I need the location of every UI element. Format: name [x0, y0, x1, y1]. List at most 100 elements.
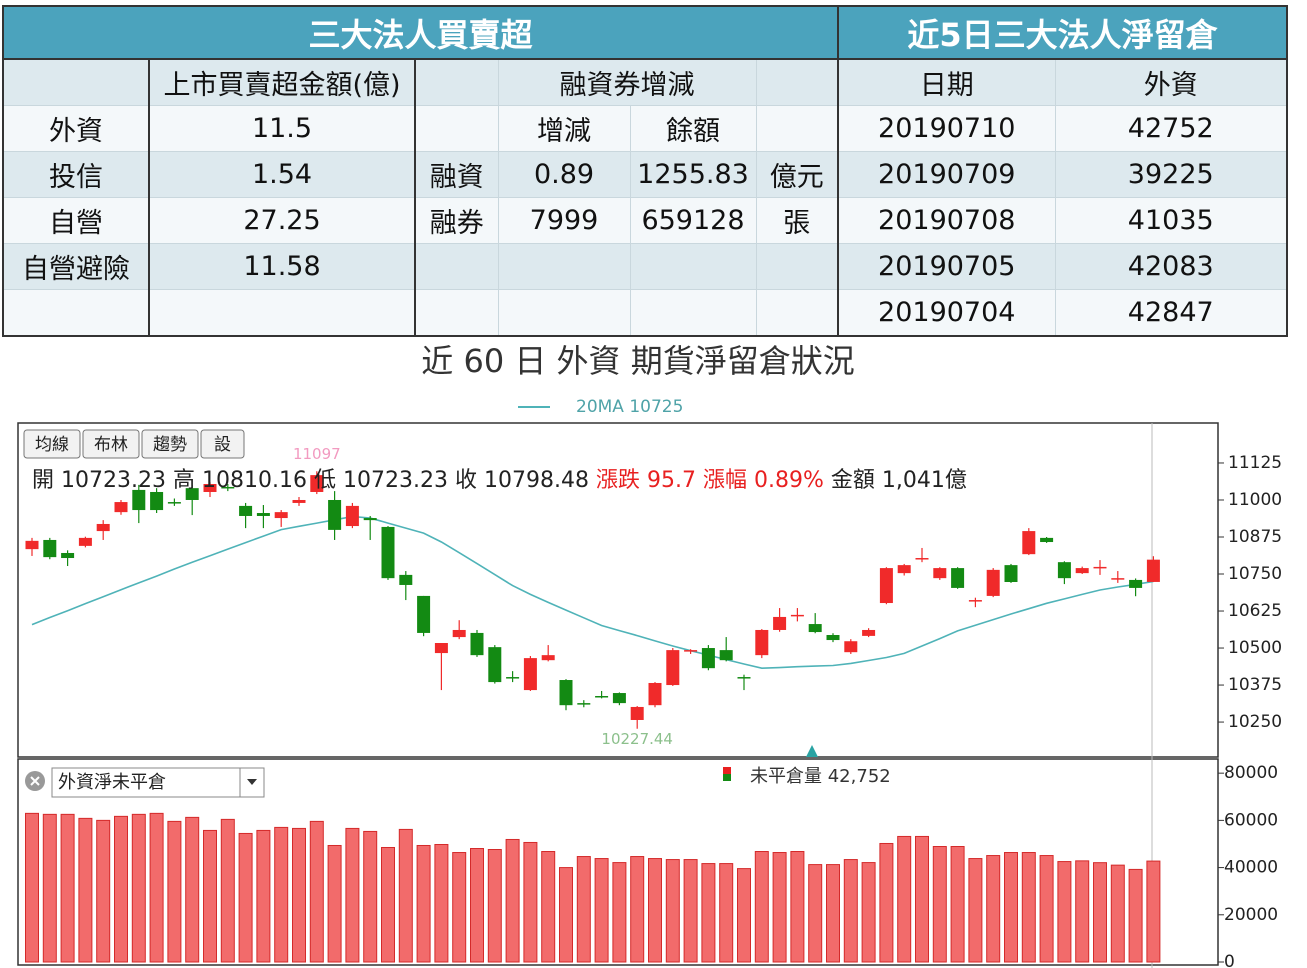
bar: [1110, 864, 1125, 963]
toolbar-button[interactable]: [141, 429, 199, 459]
candle-body: [1022, 531, 1036, 555]
candle-body: [879, 568, 893, 604]
bar: [256, 829, 271, 963]
bar: [60, 813, 75, 963]
candle-body: [862, 629, 876, 636]
toolbar-button[interactable]: [82, 429, 140, 459]
toolbar-label: 布林: [94, 435, 128, 455]
candle-body: [43, 539, 57, 558]
bar: [220, 818, 235, 963]
toolbar-label: 趨勢: [153, 435, 187, 455]
bar: [1057, 861, 1072, 963]
bar: [381, 846, 395, 963]
candle-body: [915, 558, 929, 560]
candle-body: [577, 703, 591, 705]
bar: [968, 858, 983, 963]
dropdown[interactable]: [51, 767, 265, 798]
cell: 39225: [1054, 151, 1288, 198]
candle-body: [417, 595, 431, 633]
high-annotation: 11097: [293, 445, 341, 463]
bar: [808, 864, 823, 963]
bar: [915, 835, 929, 963]
cell: 張: [755, 197, 839, 244]
y-tick-label: 11000: [1228, 490, 1282, 510]
bar: [1039, 855, 1054, 963]
bar: [1075, 860, 1090, 963]
candle-body: [185, 488, 199, 500]
bar: [897, 835, 912, 963]
column-header: 融資券增減: [497, 58, 757, 106]
candle-body: [844, 641, 858, 653]
candle-body: [150, 491, 164, 511]
candle-body: [470, 632, 484, 656]
candle-body: [239, 505, 253, 516]
candle-body: [488, 647, 502, 683]
cell: 7999: [497, 197, 631, 244]
quote-value: 0.89%: [754, 468, 824, 493]
candle-body: [61, 552, 75, 559]
candle-body: [897, 565, 911, 574]
legend-value: 10725: [629, 397, 683, 417]
quote-label: 漲幅: [703, 468, 747, 493]
candle-body: [1057, 562, 1071, 579]
bar: [559, 867, 573, 963]
quote-line: 開 10723.23 高 10810.16 低 10723.23 收 10798…: [32, 468, 967, 493]
toolbar-button[interactable]: [23, 429, 81, 459]
candle-body: [523, 658, 537, 691]
quote-label: 高: [173, 468, 195, 493]
bar: [327, 844, 342, 963]
bar: [879, 842, 894, 963]
y-tick-label: 10625: [1228, 601, 1282, 621]
toolbar-button[interactable]: [200, 429, 245, 459]
cell: 42847: [1054, 289, 1288, 337]
bar: [986, 855, 1001, 963]
bar: [843, 859, 858, 963]
cell: 11.58: [148, 243, 416, 290]
y-tick-label: 10375: [1228, 675, 1282, 695]
candle-body: [1129, 579, 1143, 588]
quote-value: 95.7: [647, 468, 696, 493]
candle-body: [25, 540, 39, 550]
candle-body: [221, 486, 235, 489]
bar: [185, 816, 200, 963]
candle-body: [595, 696, 609, 698]
bar: [452, 852, 467, 963]
candle-body: [701, 648, 715, 669]
candle-body: [1075, 568, 1089, 574]
row-name: 自營: [2, 197, 150, 244]
cell: 27.25: [148, 197, 416, 244]
dropdown-arrow: [247, 779, 257, 785]
bar: [950, 846, 965, 963]
toolbar-label: 設: [214, 435, 231, 455]
bar: [25, 812, 39, 963]
y-tick-label: 60000: [1224, 810, 1278, 830]
y-tick-label: 10750: [1228, 564, 1282, 584]
candle-body: [328, 499, 342, 530]
bar: [630, 856, 645, 963]
bar: [345, 827, 360, 963]
quote-label: 低: [314, 468, 336, 493]
candle-body: [274, 512, 288, 519]
candle-body: [114, 502, 128, 513]
bar: [719, 863, 734, 963]
bar: [1021, 852, 1036, 963]
bar: [238, 832, 253, 963]
bar: [434, 843, 449, 963]
candle-body: [951, 568, 965, 588]
candle-body: [648, 682, 662, 706]
bar: [932, 846, 947, 963]
bar: [131, 813, 146, 963]
column-header: 日期: [837, 58, 1056, 106]
candle-body: [1093, 566, 1107, 569]
legend-value: 42,752: [828, 766, 891, 787]
legend-entry: 未平倉量 42,752: [750, 766, 891, 787]
quote-value: 10810.16: [202, 468, 307, 493]
bar: [149, 812, 164, 963]
candle-body: [167, 502, 181, 504]
column-header: 外資: [1054, 58, 1288, 106]
low-annotation: 10227.44: [601, 730, 673, 748]
y-tick-label: 0: [1224, 952, 1235, 968]
bar: [1093, 862, 1107, 963]
row-name: 融券: [414, 197, 499, 244]
legend-entry: 20MA 10725: [576, 397, 683, 417]
